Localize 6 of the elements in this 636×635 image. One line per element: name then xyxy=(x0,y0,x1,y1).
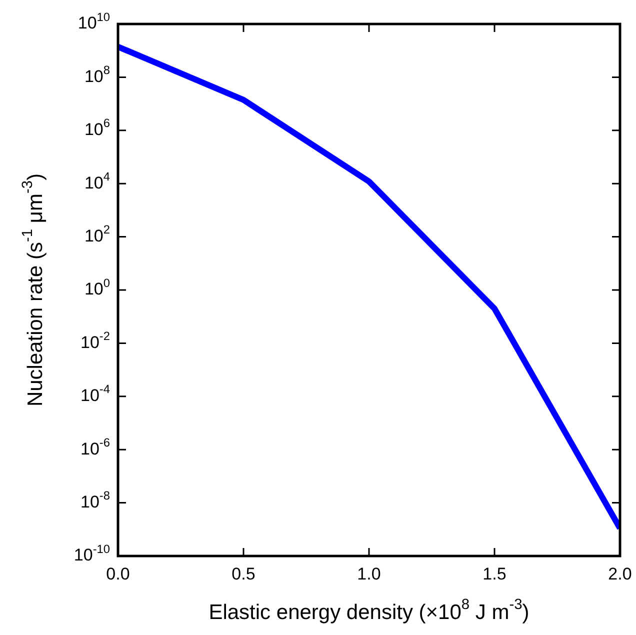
y-axis-title: Nucleation rate (s-1 μm-3) xyxy=(20,173,47,407)
x-tick-label: 0.5 xyxy=(232,564,256,584)
x-tick-label: 0.0 xyxy=(106,564,130,584)
x-tick-label: 2.0 xyxy=(608,564,632,584)
x-tick-label: 1.5 xyxy=(482,564,506,584)
x-tick-label: 1.0 xyxy=(357,564,381,584)
